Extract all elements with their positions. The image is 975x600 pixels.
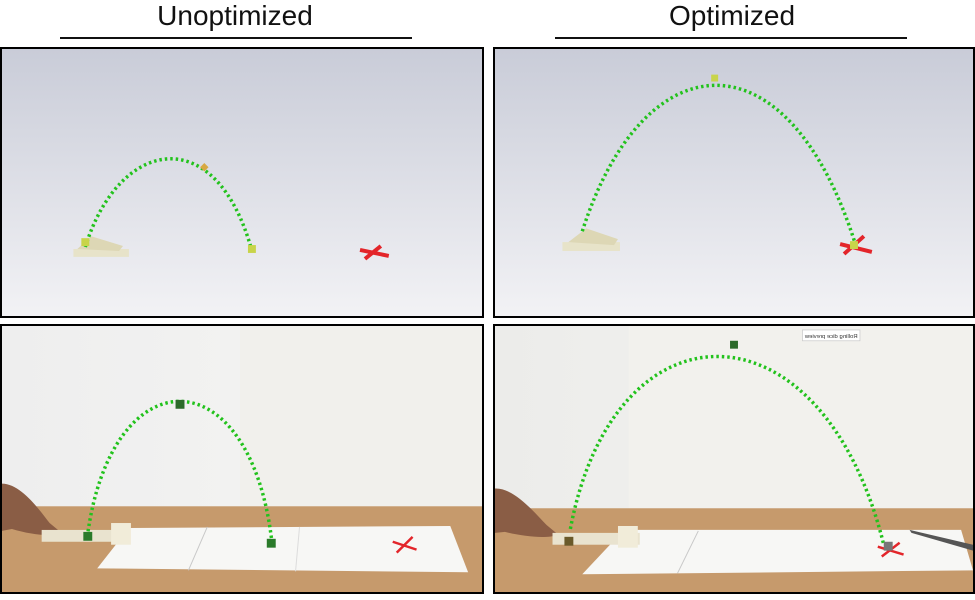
hand [2, 483, 62, 535]
die [850, 241, 858, 250]
panel-optimized-render [493, 47, 975, 318]
target-x-marker [392, 535, 417, 554]
panel-unoptimized-real [0, 324, 484, 594]
launcher [562, 228, 620, 251]
die [266, 538, 276, 548]
overlay-label: Rolling dice preview [802, 329, 861, 342]
target-x-marker [359, 244, 390, 261]
hand [495, 488, 559, 537]
overlay-label-text: Rolling dice preview [804, 334, 858, 340]
launcher [552, 525, 640, 548]
die [175, 399, 185, 409]
die [247, 245, 256, 253]
panel-optimized-real: Rolling dice preview [493, 324, 975, 594]
die [200, 163, 209, 172]
die [883, 541, 893, 551]
die [83, 531, 93, 541]
die [81, 238, 90, 247]
panel-unoptimized-render [0, 47, 484, 318]
column-title-optimized: Optimized [668, 0, 796, 31]
die [730, 340, 738, 349]
die [564, 536, 574, 546]
trajectory-path [85, 399, 274, 541]
column-title-unoptimized: Unoptimized [157, 0, 313, 31]
die [711, 74, 719, 82]
column-rule-unoptimized [60, 37, 412, 39]
trajectory-path [580, 83, 858, 247]
column-rule-optimized [555, 37, 907, 39]
